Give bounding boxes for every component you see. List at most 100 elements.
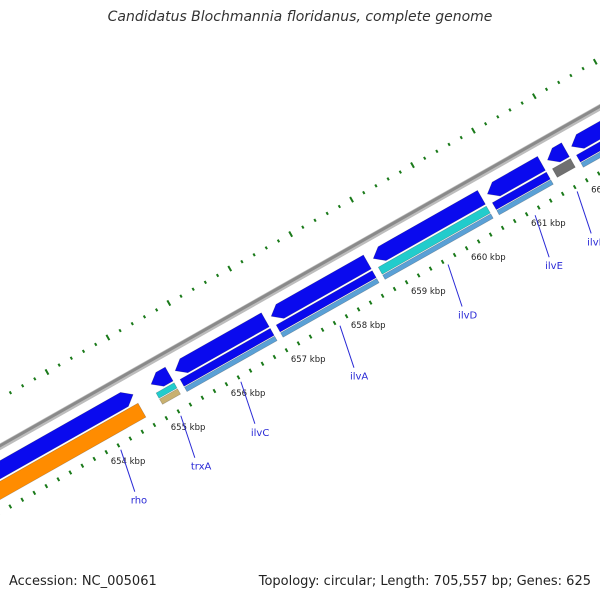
scale-tick <box>596 171 600 176</box>
outer-tick <box>105 334 111 341</box>
outer-tick <box>227 265 233 272</box>
gene-bar-ilvC-tertiary <box>184 335 278 393</box>
scale-tick <box>284 347 289 353</box>
scale-tick <box>392 286 397 292</box>
outer-tick <box>483 121 488 126</box>
scale-tick <box>464 246 469 251</box>
gene-bar-ilvG-secondary <box>575 141 600 163</box>
outer-tick <box>435 149 439 154</box>
gene-label-ilvC: ilvC <box>251 428 269 439</box>
outer-tick <box>240 259 244 264</box>
scale-label-660: 660 kbp <box>471 253 506 263</box>
outer-tick <box>471 127 476 134</box>
scale-tick <box>428 266 433 271</box>
scale-ruler: 654 kbp 655 kbp 656 kbp 657 kbp 658 kbp 659 k… <box>0 171 600 515</box>
scale-tick <box>320 327 325 333</box>
outer-tick <box>508 108 512 112</box>
outer-tick <box>191 287 195 292</box>
gene-bar-ilvC <box>174 312 270 374</box>
scale-tick <box>476 239 481 244</box>
scale-tick <box>452 252 457 258</box>
scale-tick <box>56 477 61 482</box>
outer-tick <box>569 73 573 78</box>
scale-label-654: 654 kbp <box>111 457 146 467</box>
scale-tick <box>512 218 517 224</box>
outer-tick <box>531 93 537 100</box>
scale-tick <box>32 490 37 496</box>
outer-tick <box>276 239 281 243</box>
scale-label-661: 661 kbp <box>531 219 566 229</box>
gene-bar-trxA-tertiary <box>159 388 181 405</box>
outer-tick <box>447 142 451 147</box>
outer-tick <box>203 280 207 285</box>
scale-tick <box>440 259 445 265</box>
scale-tick <box>332 320 337 326</box>
outer-tick <box>410 162 415 169</box>
scale-tick <box>380 293 385 299</box>
outer-tick <box>423 156 427 161</box>
outer-tick <box>592 58 598 65</box>
outer-tick <box>459 135 463 140</box>
gene-label-trxA: trxA <box>191 462 212 473</box>
gene-bar-ilvD-tertiary <box>382 213 494 280</box>
gene-label-ilvE: ilvE <box>545 261 563 272</box>
outer-tick <box>362 190 366 195</box>
scale-tick <box>212 388 217 394</box>
outer-tick <box>57 363 61 367</box>
scale-tick <box>536 205 541 210</box>
gene-bar-ilvC-secondary <box>179 327 275 387</box>
outer-tick <box>20 383 25 388</box>
gene-label-rho: rho <box>131 496 147 507</box>
gene-label-ilvM: ilvM <box>587 237 600 248</box>
scale-tick <box>584 178 589 183</box>
outer-tick <box>398 170 402 174</box>
gene-bar-ilvM <box>547 142 570 163</box>
outer-tick <box>8 390 13 395</box>
gene-bar-ilvM-secondary <box>551 158 576 178</box>
gene-bar-ilvE <box>486 155 546 197</box>
scale-tick <box>524 212 529 217</box>
feature-tracks <box>0 120 600 501</box>
gene-bar-rho-secondary <box>0 402 147 501</box>
scale-tick <box>356 307 361 312</box>
gene-bar-ilvA-tertiary <box>280 278 380 338</box>
scale-tick <box>200 395 205 400</box>
scale-tick <box>368 300 373 305</box>
outer-tick <box>166 299 172 307</box>
scale-tick <box>248 368 253 373</box>
scale-tick <box>572 184 577 190</box>
label-leader-ilvM <box>576 191 592 234</box>
label-leader-ilvD <box>447 264 463 307</box>
scale-tick <box>164 415 169 421</box>
gene-label-ilvD: ilvD <box>458 311 477 322</box>
outer-tick <box>264 246 268 250</box>
outer-tick <box>496 115 500 119</box>
scale-tick <box>80 463 85 468</box>
label-leader-ilvC <box>240 381 256 424</box>
scale-tick <box>188 402 193 407</box>
gene-bar-ilvD <box>372 189 486 261</box>
gene-bar-ilvA <box>270 254 372 319</box>
scale-tick <box>236 375 241 380</box>
outer-tick <box>215 273 220 278</box>
accession-text: Accession: NC_005061 <box>9 574 157 589</box>
outer-tick <box>142 315 147 319</box>
scale-tick <box>560 191 565 197</box>
scale-tick <box>92 456 97 462</box>
outer-tick <box>69 356 73 360</box>
genome-summary-text: Topology: circular; Length: 705,557 bp; … <box>258 574 591 589</box>
scale-tick <box>272 354 277 360</box>
gene-bar-trxA-secondary <box>155 382 178 399</box>
outer-tick <box>374 184 378 188</box>
gene-labels: rhotrxAilvCilvAilvDilvEilvMilvG <box>120 191 600 507</box>
outer-tick <box>130 321 134 326</box>
scale-label-662: 662 kbp <box>591 185 600 195</box>
outer-tick <box>94 342 98 347</box>
scale-label-655: 655 kbp <box>171 423 206 433</box>
scale-tick <box>140 429 145 434</box>
outer-tick <box>288 230 294 238</box>
gene-bar-trxA <box>150 366 174 387</box>
scale-tick <box>116 443 121 448</box>
outer-tick <box>179 294 183 298</box>
